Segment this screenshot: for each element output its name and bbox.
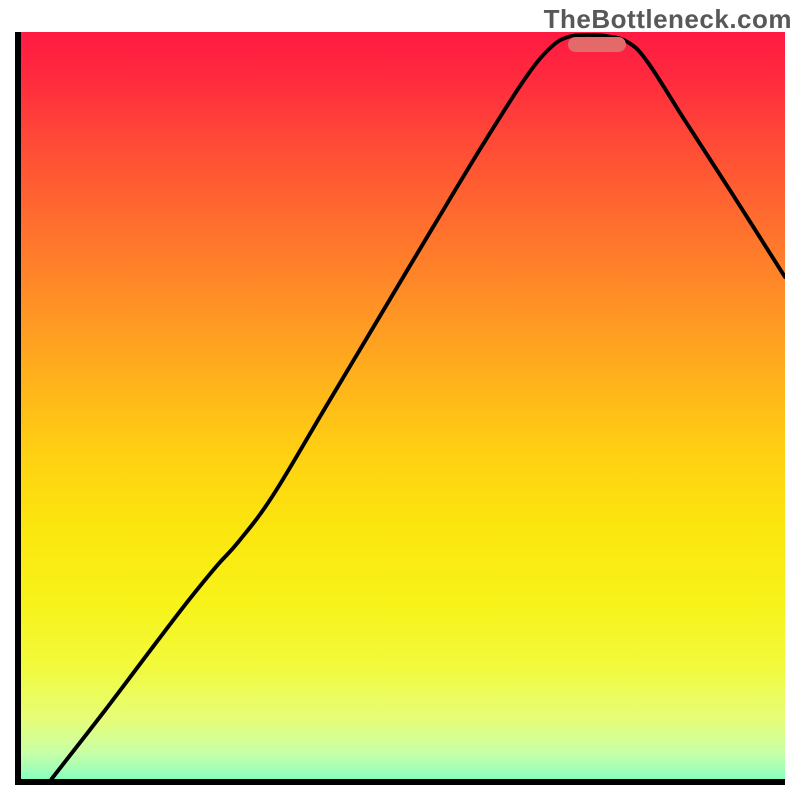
bottleneck-curve bbox=[21, 32, 785, 779]
watermark-text: TheBottleneck.com bbox=[544, 4, 792, 35]
plot-area bbox=[15, 32, 785, 785]
optimal-marker bbox=[568, 37, 626, 52]
